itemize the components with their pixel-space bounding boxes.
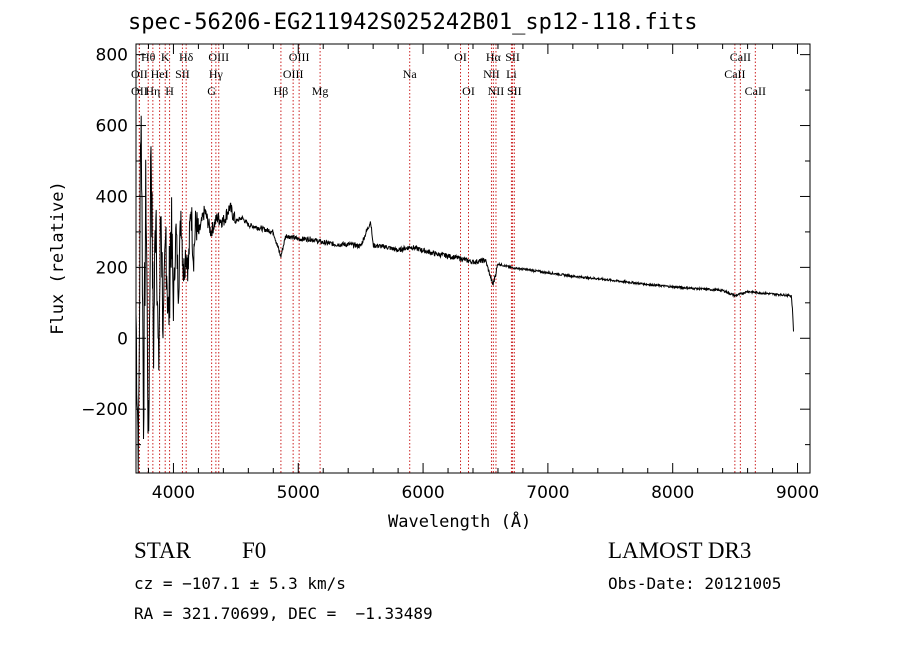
y-tick-label: 800 [96,46,128,66]
line-label: Li [506,67,517,81]
line-label: SII [175,67,190,81]
line-label: Na [403,67,418,81]
line-label: SII [507,84,522,98]
object-subclass: F0 [242,538,267,563]
line-label: OIII [208,50,229,64]
y-axis-label: Flux (relative) [48,181,68,335]
redshift-cz: cz = −107.1 ± 5.3 km/s [134,574,346,593]
line-label: NII [483,67,500,81]
line-label: Hα [486,50,502,64]
axes [135,43,811,474]
x-axis-label: Wavelength (Å) [388,512,532,532]
line-label: CaII [730,50,751,64]
line-label: Mg [312,84,329,98]
line-label: CaII [724,67,745,81]
line-label: Hβ [274,84,289,98]
ticks: 4000 5000 6000 7000 8000 9000 −200 0 200 400 600 80… [81,44,819,503]
survey-name: LAMOST DR3 [608,538,752,563]
line-label: SII [505,50,520,64]
x-tick-label: 9000 [776,483,819,503]
plot-frame [135,43,811,474]
y-tick-label: 200 [96,258,128,278]
spectrum-line [135,115,794,474]
line-label: Hη [145,84,160,98]
line-label: G [207,84,216,98]
line-label: Hγ [209,67,224,81]
spectrum-series [135,115,794,474]
x-tick-label: 6000 [401,483,444,503]
line-label: OII [131,84,148,98]
chart-title: spec-56206-EG211942S025242B01_sp12-118.f… [128,10,698,35]
line-label: OIII [283,67,304,81]
line-label: OII [131,67,148,81]
x-tick-label: 4000 [152,483,195,503]
y-tick-label: 400 [96,187,128,207]
y-tick-label: −200 [81,400,128,420]
x-tick-label: 8000 [651,483,694,503]
y-tick-label: 600 [96,117,128,137]
line-markers [138,44,756,473]
line-label: CaII [745,84,766,98]
x-tick-label: 5000 [277,483,320,503]
line-label: HeI [151,67,169,81]
y-tick-label: 0 [117,329,128,349]
ra-dec: RA = 321.70699, DEC = −1.33489 [134,604,433,623]
line-label: NII [488,84,505,98]
line-label: Hδ [179,50,194,64]
line-label: OIII [289,50,310,64]
line-label: K [161,50,170,64]
line-label: Hθ [141,50,156,64]
line-label: H [165,84,174,98]
object-class: STAR [134,538,191,563]
line-label: OI [454,50,467,64]
x-tick-label: 7000 [526,483,569,503]
line-label: OI [462,84,475,98]
obs-date: Obs-Date: 20121005 [608,574,782,593]
